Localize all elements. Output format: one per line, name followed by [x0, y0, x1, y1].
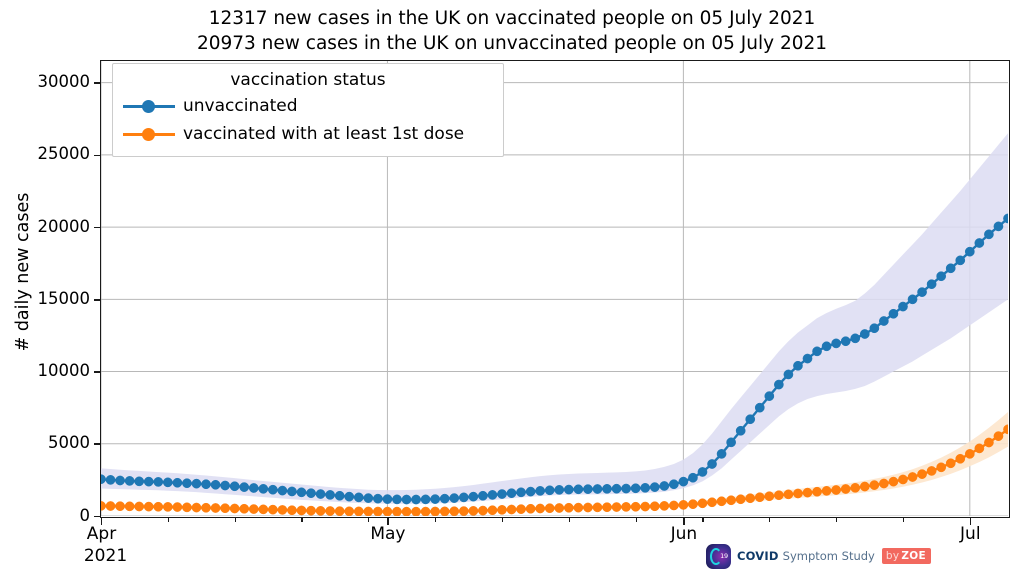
x-tick-label: May [370, 524, 406, 544]
y-tick-mark [94, 515, 100, 518]
y-tick-label: 20000 [37, 216, 91, 236]
y-tick-label: 30000 [37, 72, 91, 92]
legend-item-unvaccinated[interactable]: unvaccinated [123, 92, 493, 120]
x-minor-tick-mark [769, 517, 771, 522]
y-tick-mark [94, 226, 100, 229]
y-tick-mark [94, 82, 100, 84]
x-minor-tick-mark [167, 517, 169, 522]
watermark-covid-text: COVID [737, 549, 779, 563]
legend-label-vaccinated: vaccinated with at least 1st dose [183, 124, 465, 144]
legend-item-vaccinated[interactable]: vaccinated with at least 1st dose [123, 120, 493, 148]
x-minor-tick-mark [234, 517, 236, 522]
watermark-study-text: Symptom Study [782, 549, 875, 563]
x-tick-mark [387, 517, 389, 525]
x-minor-tick-mark [435, 517, 437, 522]
y-tick-label: 0 [79, 505, 91, 525]
x-tick-label: Apr [86, 524, 117, 544]
plot-clip [101, 61, 1009, 517]
x-minor-tick-mark [568, 517, 570, 522]
x-minor-tick-mark [368, 517, 370, 522]
x-minor-tick-mark [301, 517, 303, 522]
y-axis-label: # daily new cases [13, 192, 33, 352]
legend-title: vaccination status [230, 70, 386, 90]
x-tick-year-label: 2021 [83, 546, 128, 566]
legend-marker-vaccinated-icon [123, 124, 175, 144]
zoe-badge-text: 19 [720, 551, 728, 560]
legend-label-unvaccinated: unvaccinated [183, 96, 298, 116]
y-tick-label: 10000 [37, 361, 91, 381]
x-minor-tick-mark [836, 517, 838, 522]
y-tick-mark [94, 154, 100, 157]
y-tick-mark [94, 371, 100, 373]
covid-symptom-study-watermark: 19 COVID Symptom Study by ZOE [706, 543, 931, 569]
watermark-zoe-text: ZOE [901, 550, 926, 562]
zoe-app-badge-icon: 19 [706, 543, 731, 569]
watermark-by-text: by [885, 550, 900, 562]
x-minor-tick-mark [501, 517, 504, 522]
y-tick-label: 5000 [48, 433, 90, 453]
chart-title-line-2: 20973 new cases in the UK on unvaccinate… [196, 33, 828, 54]
x-tick-label: Jun [670, 524, 698, 544]
x-tick-mark [683, 517, 685, 525]
series-canvas [101, 61, 1008, 516]
x-minor-tick-mark [635, 517, 637, 522]
watermark-zoe-badge: by ZOE [881, 548, 931, 564]
y-tick-mark [94, 299, 100, 301]
y-tick-mark [94, 443, 100, 446]
x-minor-tick-mark [969, 517, 971, 522]
chart-title: 12317 new cases in the UK on vaccinated … [0, 6, 1024, 56]
y-tick-label: 25000 [37, 144, 91, 164]
x-tick-label: Jul [960, 524, 981, 544]
y-tick-label: 15000 [37, 288, 91, 308]
x-minor-tick-mark [702, 517, 704, 522]
chart-title-line-1: 12317 new cases in the UK on vaccinated … [208, 8, 816, 29]
legend[interactable]: vaccination status unvaccinated vaccinat… [112, 63, 504, 157]
x-minor-tick-mark [902, 517, 905, 522]
x-minor-tick-mark [100, 517, 103, 522]
legend-marker-unvaccinated-icon [123, 96, 175, 116]
